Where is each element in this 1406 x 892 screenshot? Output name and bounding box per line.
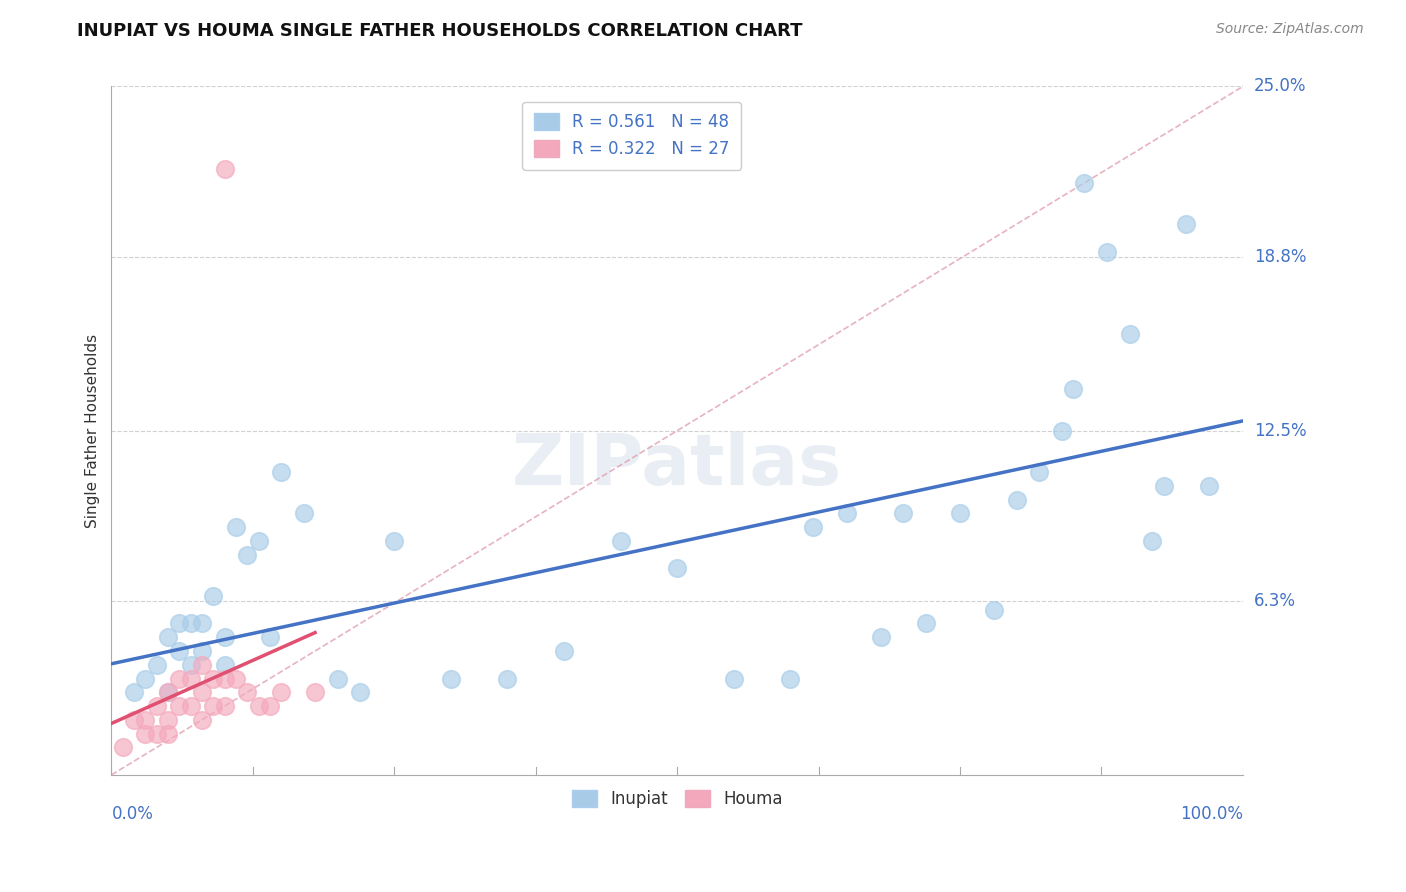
Point [292,506,315,520]
Point [156,685,179,699]
Point [214,657,236,672]
Point [134,713,156,727]
Text: 100.0%: 100.0% [1180,805,1243,823]
Point [1062,383,1084,397]
Point [949,506,972,520]
Text: Source: ZipAtlas.com: Source: ZipAtlas.com [1216,22,1364,37]
Point [122,713,145,727]
Point [1119,327,1142,342]
Point [1198,479,1220,493]
Point [270,685,292,699]
Point [983,603,1005,617]
Point [225,672,247,686]
Point [835,506,858,520]
Point [156,685,179,699]
Text: 25.0%: 25.0% [1254,78,1306,95]
Text: 6.3%: 6.3% [1254,592,1296,610]
Point [723,672,745,686]
Point [893,506,915,520]
Point [122,685,145,699]
Point [180,657,202,672]
Point [236,548,259,562]
Text: ZIPatlas: ZIPatlas [512,431,842,500]
Point [349,685,371,699]
Point [304,685,326,699]
Point [440,672,463,686]
Point [259,630,281,644]
Point [202,589,225,603]
Point [609,533,631,548]
Point [191,657,214,672]
Point [191,644,214,658]
Point [180,699,202,714]
Text: 0.0%: 0.0% [111,805,153,823]
Point [156,630,179,644]
Text: 18.8%: 18.8% [1254,248,1306,266]
Point [202,672,225,686]
Point [869,630,891,644]
Point [111,740,134,755]
Point [169,644,191,658]
Point [1028,465,1050,479]
Point [180,672,202,686]
Point [191,713,214,727]
Point [191,616,214,631]
Point [145,657,167,672]
Point [156,726,179,740]
Point [214,630,236,644]
Point [915,616,938,631]
Point [382,533,405,548]
Point [247,533,270,548]
Point [180,616,202,631]
Point [134,726,156,740]
Point [270,465,292,479]
Point [134,672,156,686]
Point [156,713,179,727]
Point [214,162,236,177]
Point [1050,424,1073,438]
Point [666,561,689,575]
Point [1005,492,1028,507]
Point [247,699,270,714]
Text: 12.5%: 12.5% [1254,422,1306,440]
Point [326,672,349,686]
Point [1095,244,1118,259]
Point [169,672,191,686]
Point [553,644,575,658]
Point [169,616,191,631]
Point [1175,217,1198,231]
Text: INUPIAT VS HOUMA SINGLE FATHER HOUSEHOLDS CORRELATION CHART: INUPIAT VS HOUMA SINGLE FATHER HOUSEHOLD… [77,22,803,40]
Point [145,699,167,714]
Point [169,699,191,714]
Point [214,699,236,714]
Point [236,685,259,699]
Point [225,520,247,534]
Point [145,726,167,740]
Point [259,699,281,714]
Point [496,672,519,686]
Point [1153,479,1175,493]
Point [801,520,824,534]
Point [779,672,801,686]
Y-axis label: Single Father Households: Single Father Households [86,334,100,528]
Point [214,672,236,686]
Point [191,685,214,699]
Point [1142,533,1164,548]
Legend: Inupiat, Houma: Inupiat, Houma [565,783,789,814]
Point [1073,176,1095,190]
Point [202,699,225,714]
